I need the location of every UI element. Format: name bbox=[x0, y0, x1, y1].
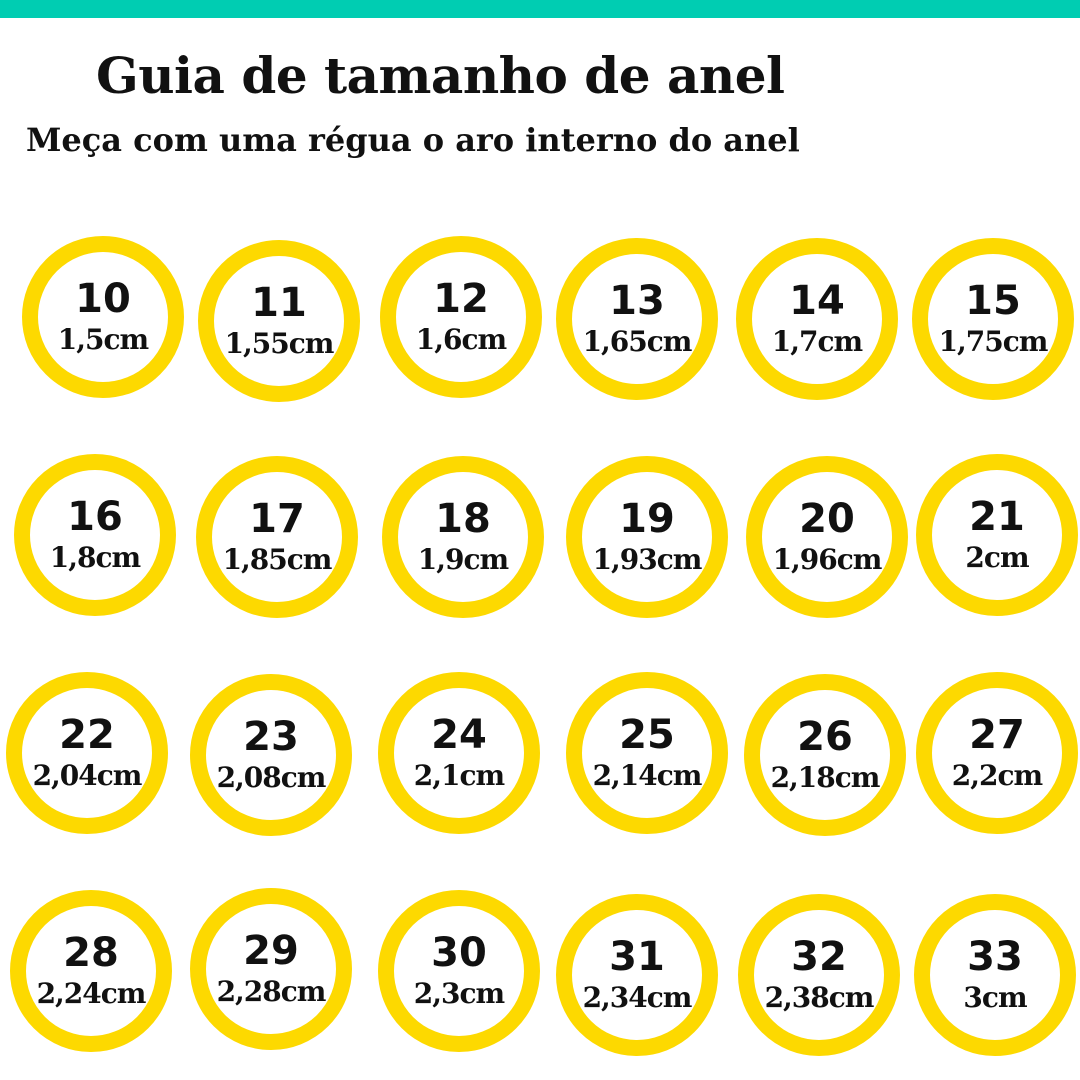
ring-size-card: 11 1,55cm bbox=[198, 240, 360, 402]
ring-size-number: 25 bbox=[619, 712, 675, 758]
ring-size-number: 33 bbox=[967, 934, 1023, 980]
ring-diameter-value: 2,14cm bbox=[592, 759, 703, 792]
ring-size-card: 33 3cm bbox=[914, 894, 1076, 1056]
ring-size-card: 15 1,75cm bbox=[912, 238, 1074, 400]
ring-size-number: 21 bbox=[969, 494, 1025, 540]
ring-size-number: 28 bbox=[63, 930, 119, 976]
ring-size-card: 22 2,04cm bbox=[6, 672, 168, 834]
ring-diameter-value: 2,1cm bbox=[413, 759, 505, 792]
ring-size-card: 18 1,9cm bbox=[382, 456, 544, 618]
ring-size-number: 19 bbox=[619, 496, 675, 542]
ring-diameter-value: 1,55cm bbox=[224, 327, 335, 360]
ring-size-card: 26 2,18cm bbox=[744, 674, 906, 836]
ring-size-card: 29 2,28cm bbox=[190, 888, 352, 1050]
ring-size-card: 13 1,65cm bbox=[556, 238, 718, 400]
ring-diameter-value: 2cm bbox=[965, 541, 1029, 574]
ring-size-card: 28 2,24cm bbox=[10, 890, 172, 1052]
ring-diameter-value: 3cm bbox=[963, 981, 1027, 1014]
ring-size-number: 14 bbox=[789, 278, 845, 324]
ring-size-card: 16 1,8cm bbox=[14, 454, 176, 616]
ring-size-card: 12 1,6cm bbox=[380, 236, 542, 398]
ring-size-number: 32 bbox=[791, 934, 847, 980]
ring-size-number: 18 bbox=[435, 496, 491, 542]
ring-size-card: 24 2,1cm bbox=[378, 672, 540, 834]
ring-size-card: 14 1,7cm bbox=[736, 238, 898, 400]
ring-diameter-value: 2,34cm bbox=[582, 981, 693, 1014]
ring-size-number: 13 bbox=[609, 278, 665, 324]
page-title: Guia de tamanho de anel bbox=[96, 46, 785, 105]
ring-size-card: 21 2cm bbox=[916, 454, 1078, 616]
ring-size-number: 29 bbox=[243, 928, 299, 974]
ring-diameter-value: 1,6cm bbox=[415, 323, 507, 356]
ring-diameter-value: 2,24cm bbox=[36, 977, 147, 1010]
ring-diameter-value: 2,08cm bbox=[216, 761, 327, 794]
top-accent-bar bbox=[0, 0, 1080, 18]
ring-diameter-value: 2,18cm bbox=[770, 761, 881, 794]
ring-size-number: 30 bbox=[431, 930, 487, 976]
ring-size-card: 23 2,08cm bbox=[190, 674, 352, 836]
ring-size-number: 17 bbox=[249, 496, 305, 542]
ring-size-number: 24 bbox=[431, 712, 487, 758]
ring-size-card: 19 1,93cm bbox=[566, 456, 728, 618]
ring-size-card: 27 2,2cm bbox=[916, 672, 1078, 834]
ring-size-card: 25 2,14cm bbox=[566, 672, 728, 834]
ring-size-card: 30 2,3cm bbox=[378, 890, 540, 1052]
ring-size-number: 11 bbox=[251, 280, 307, 326]
ring-diameter-value: 1,9cm bbox=[417, 543, 509, 576]
ring-diameter-value: 1,85cm bbox=[222, 543, 333, 576]
ring-diameter-value: 1,96cm bbox=[772, 543, 883, 576]
ring-size-card: 17 1,85cm bbox=[196, 456, 358, 618]
ring-size-number: 23 bbox=[243, 714, 299, 760]
ring-size-number: 27 bbox=[969, 712, 1025, 758]
page-subtitle: Meça com uma régua o aro interno do anel bbox=[26, 121, 800, 159]
ring-diameter-value: 1,5cm bbox=[57, 323, 149, 356]
ring-size-number: 31 bbox=[609, 934, 665, 980]
ring-diameter-value: 2,28cm bbox=[216, 975, 327, 1008]
ring-size-number: 16 bbox=[67, 494, 123, 540]
ring-diameter-value: 1,65cm bbox=[582, 325, 693, 358]
ring-size-card: 10 1,5cm bbox=[22, 236, 184, 398]
ring-diameter-value: 1,93cm bbox=[592, 543, 703, 576]
ring-size-number: 10 bbox=[75, 276, 131, 322]
ring-diameter-value: 1,8cm bbox=[49, 541, 141, 574]
ring-diameter-value: 1,7cm bbox=[771, 325, 863, 358]
ring-diameter-value: 2,2cm bbox=[951, 759, 1043, 792]
ring-diameter-value: 2,3cm bbox=[413, 977, 505, 1010]
ring-size-card: 32 2,38cm bbox=[738, 894, 900, 1056]
ring-size-number: 20 bbox=[799, 496, 855, 542]
ring-size-card: 31 2,34cm bbox=[556, 894, 718, 1056]
ring-diameter-value: 2,04cm bbox=[32, 759, 143, 792]
ring-size-number: 22 bbox=[59, 712, 115, 758]
ring-size-card: 20 1,96cm bbox=[746, 456, 908, 618]
ring-diameter-value: 2,38cm bbox=[764, 981, 875, 1014]
ring-size-number: 26 bbox=[797, 714, 853, 760]
ring-size-number: 12 bbox=[433, 276, 489, 322]
ring-diameter-value: 1,75cm bbox=[938, 325, 1049, 358]
ring-size-number: 15 bbox=[965, 278, 1021, 324]
